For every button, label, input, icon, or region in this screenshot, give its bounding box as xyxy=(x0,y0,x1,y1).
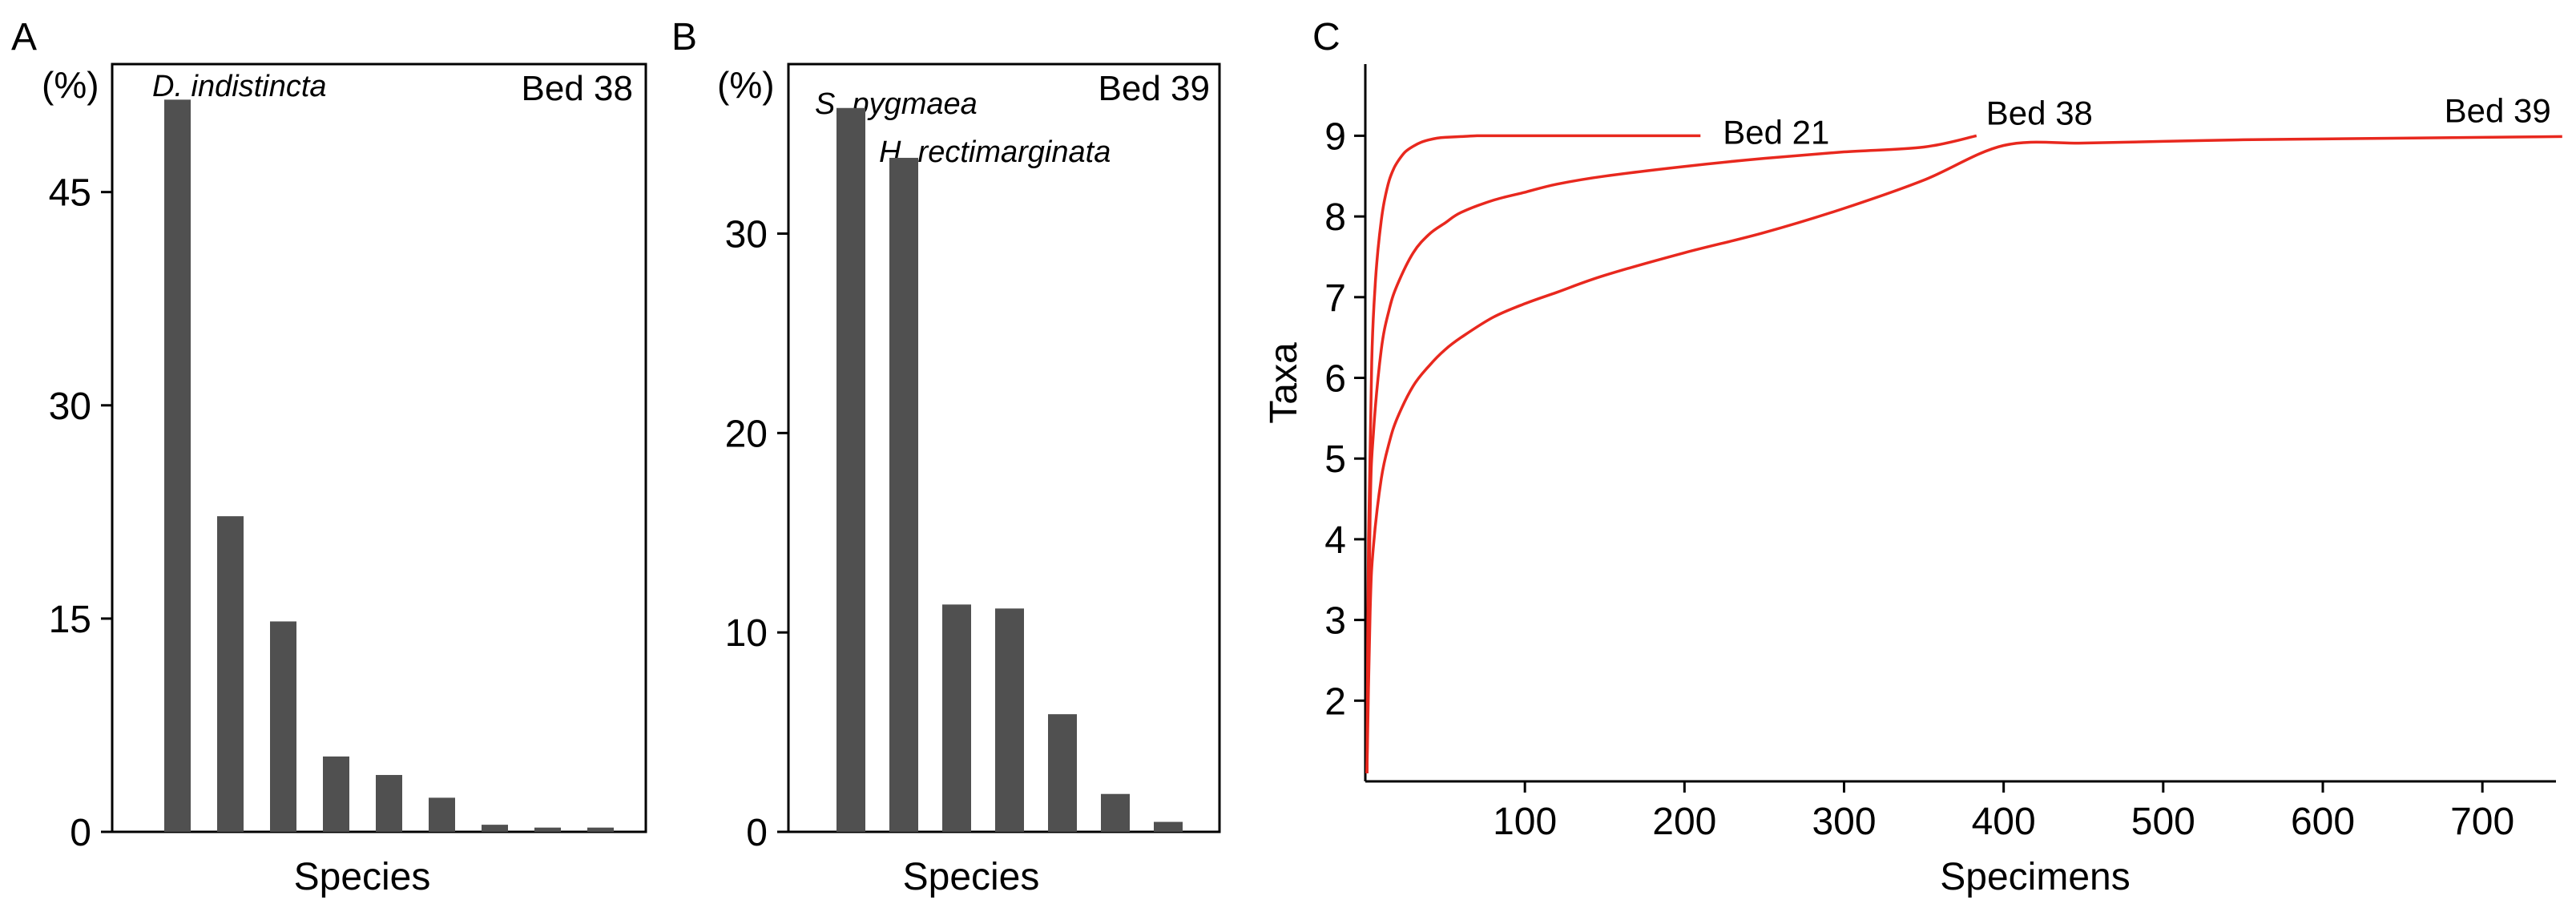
panel-c-x-tick-label-0: 100 xyxy=(1493,801,1557,843)
panel-a-bar-5 xyxy=(376,775,402,832)
panel-b-bar-6 xyxy=(1101,793,1130,832)
panel-a-y-ticks: 0 15 30 45 xyxy=(49,172,112,854)
panel-b-bar-3 xyxy=(942,604,971,832)
panel-a-species-annotation: D. indistincta xyxy=(152,70,327,103)
panel-b-bar-1 xyxy=(836,107,865,832)
panel-b: B (%) S. pygmaea H. rectimarginata Bed 3… xyxy=(671,16,1221,898)
panel-a-x-axis-title: Species xyxy=(294,856,431,898)
panel-b-y-ticks: 0 10 20 30 xyxy=(725,214,788,854)
panel-a-y-tick-label-3: 45 xyxy=(49,172,91,215)
panel-c-x-ticks: 100 200 300 400 500 600 700 xyxy=(1493,781,2514,843)
panel-c-x-axis-title: Specimens xyxy=(1940,856,2130,898)
panel-c-curve-1 xyxy=(1365,134,1701,773)
panel-b-letter: B xyxy=(671,16,697,59)
panel-a-bar-8 xyxy=(534,827,561,832)
panel-b-bar-2 xyxy=(889,157,918,832)
panel-a-y-tick-label-0: 0 xyxy=(70,812,91,854)
panel-c-letter: C xyxy=(1312,16,1340,59)
panel-c-y-tick-label-1: 3 xyxy=(1324,600,1346,643)
panel-b-bar-5 xyxy=(1048,714,1077,832)
panel-a-y-tick-label-1: 15 xyxy=(49,599,91,641)
panel-c-y-tick-label-4: 6 xyxy=(1324,358,1346,401)
panel-c-x-tick-label-5: 600 xyxy=(2291,801,2355,843)
panel-c: C Specimens Taxa 100 200 300 400 500 600 700 2… xyxy=(1263,16,2562,898)
panel-c-x-tick-label-1: 200 xyxy=(1652,801,1716,843)
panel-c-x-tick-label-3: 400 xyxy=(1972,801,2036,843)
panel-a-y-tick-label-2: 30 xyxy=(49,385,91,428)
panel-a-letter: A xyxy=(11,16,37,59)
panel-c-curve-3 xyxy=(1365,135,2562,773)
panel-b-unit-label: (%) xyxy=(717,64,775,106)
panel-c-x-tick-label-4: 500 xyxy=(2131,801,2195,843)
panel-c-curves xyxy=(1365,134,2562,773)
panel-a-bed-label: Bed 38 xyxy=(522,69,633,108)
panel-c-curve-labels: Bed 21 Bed 38 Bed 39 xyxy=(1723,91,2551,151)
panel-a-bars xyxy=(164,99,614,832)
panel-c-y-tick-label-6: 8 xyxy=(1324,196,1346,239)
panel-a: A (%) D. indistincta Bed 38 Species 0 15 3… xyxy=(11,16,647,898)
panel-a-bar-3 xyxy=(270,621,296,832)
panel-a-bar-7 xyxy=(482,825,508,832)
panel-b-bar-4 xyxy=(995,608,1024,832)
panel-c-y-axis-title: Taxa xyxy=(1263,342,1305,424)
panel-a-bar-4 xyxy=(323,756,349,832)
panel-c-curve-label-1: Bed 21 xyxy=(1723,113,1829,151)
panel-c-curve-label-2: Bed 38 xyxy=(1986,94,2093,131)
panel-c-x-tick-label-6: 700 xyxy=(2450,801,2514,843)
panel-b-bar-7 xyxy=(1154,821,1183,832)
panel-b-y-tick-label-2: 20 xyxy=(725,413,768,455)
panel-a-bar-6 xyxy=(429,797,455,832)
panel-a-bar-1 xyxy=(164,99,191,832)
panel-b-bars xyxy=(836,107,1183,832)
panel-b-y-tick-label-3: 30 xyxy=(725,214,768,256)
panel-a-unit-label: (%) xyxy=(42,64,99,106)
panel-c-y-tick-label-7: 9 xyxy=(1324,115,1346,158)
panel-a-bar-9 xyxy=(587,827,614,832)
panel-c-y-ticks: 2 3 4 5 6 7 8 9 xyxy=(1324,115,1365,723)
panel-c-x-tick-label-2: 300 xyxy=(1812,801,1876,843)
panel-b-x-axis-title: Species xyxy=(903,856,1040,898)
panel-b-y-tick-label-1: 10 xyxy=(725,612,768,655)
panel-c-curve-2 xyxy=(1365,134,1977,773)
panel-c-y-tick-label-3: 5 xyxy=(1324,438,1346,481)
panel-c-y-tick-label-0: 2 xyxy=(1324,680,1346,723)
panel-c-y-tick-label-5: 7 xyxy=(1324,277,1346,320)
panel-c-curve-label-3: Bed 39 xyxy=(2445,91,2551,129)
panel-a-bar-2 xyxy=(217,516,244,832)
panel-b-bed-label: Bed 39 xyxy=(1099,69,1210,108)
panel-c-y-tick-label-2: 4 xyxy=(1324,519,1346,562)
panel-b-y-tick-label-0: 0 xyxy=(746,812,768,854)
